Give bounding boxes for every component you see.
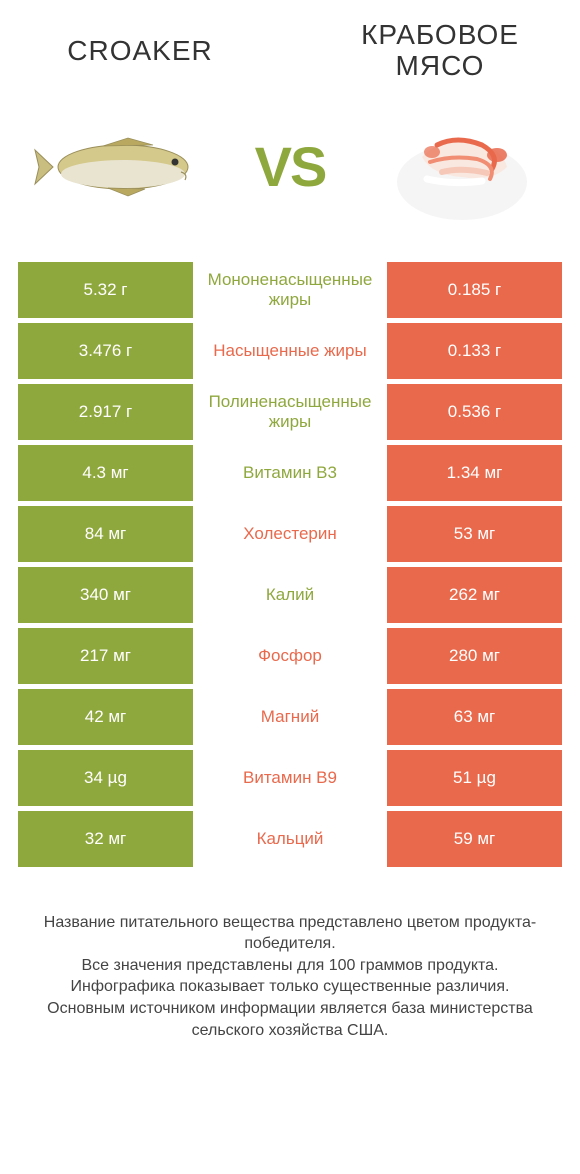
- table-row: 5.32 гМононенасыщенные жиры0.185 г: [18, 262, 562, 318]
- right-value-cell: 0.185 г: [387, 262, 562, 318]
- left-value-cell: 34 µg: [18, 750, 193, 806]
- right-value-cell: 262 мг: [387, 567, 562, 623]
- left-value-cell: 340 мг: [18, 567, 193, 623]
- right-value-cell: 0.133 г: [387, 323, 562, 379]
- nutrient-label: Витамин B3: [193, 445, 387, 501]
- table-row: 42 мгМагний63 мг: [18, 689, 562, 745]
- nutrient-label: Насыщенные жиры: [193, 323, 387, 379]
- left-product-image: [30, 102, 205, 232]
- right-value-cell: 59 мг: [387, 811, 562, 867]
- images-row: VS: [0, 92, 580, 262]
- right-product-image: [375, 102, 550, 232]
- left-value-cell: 5.32 г: [18, 262, 193, 318]
- nutrient-label: Полиненасыщенные жиры: [193, 384, 387, 440]
- footnote-text: Название питательного вещества представл…: [44, 914, 536, 1039]
- left-value-cell: 217 мг: [18, 628, 193, 684]
- table-row: 34 µgВитамин B951 µg: [18, 750, 562, 806]
- left-value-cell: 3.476 г: [18, 323, 193, 379]
- right-value-cell: 51 µg: [387, 750, 562, 806]
- nutrient-label: Калий: [193, 567, 387, 623]
- vs-label: VS: [255, 134, 326, 199]
- table-row: 84 мгХолестерин53 мг: [18, 506, 562, 562]
- right-value-cell: 53 мг: [387, 506, 562, 562]
- left-value-cell: 32 мг: [18, 811, 193, 867]
- footnote: Название питательного вещества представл…: [0, 872, 580, 1042]
- left-product-title: CROAKER: [40, 35, 240, 67]
- right-value-cell: 0.536 г: [387, 384, 562, 440]
- right-value-cell: 1.34 мг: [387, 445, 562, 501]
- left-value-cell: 2.917 г: [18, 384, 193, 440]
- left-value-cell: 4.3 мг: [18, 445, 193, 501]
- right-product-title: КРАБОВОЕ МЯСО: [340, 20, 540, 82]
- left-value-cell: 84 мг: [18, 506, 193, 562]
- right-value-cell: 63 мг: [387, 689, 562, 745]
- right-value-cell: 280 мг: [387, 628, 562, 684]
- table-row: 2.917 гПолиненасыщенные жиры0.536 г: [18, 384, 562, 440]
- table-row: 4.3 мгВитамин B31.34 мг: [18, 445, 562, 501]
- comparison-table: 5.32 гМононенасыщенные жиры0.185 г3.476 …: [0, 262, 580, 867]
- fish-icon: [33, 132, 203, 202]
- table-row: 3.476 гНасыщенные жиры0.133 г: [18, 323, 562, 379]
- header: CROAKER КРАБОВОЕ МЯСО: [0, 0, 580, 92]
- nutrient-label: Витамин B9: [193, 750, 387, 806]
- crab-meat-icon: [382, 107, 542, 227]
- nutrient-label: Кальций: [193, 811, 387, 867]
- table-row: 340 мгКалий262 мг: [18, 567, 562, 623]
- nutrient-label: Мононенасыщенные жиры: [193, 262, 387, 318]
- nutrient-label: Фосфор: [193, 628, 387, 684]
- nutrient-label: Магний: [193, 689, 387, 745]
- table-row: 217 мгФосфор280 мг: [18, 628, 562, 684]
- left-value-cell: 42 мг: [18, 689, 193, 745]
- table-row: 32 мгКальций59 мг: [18, 811, 562, 867]
- nutrient-label: Холестерин: [193, 506, 387, 562]
